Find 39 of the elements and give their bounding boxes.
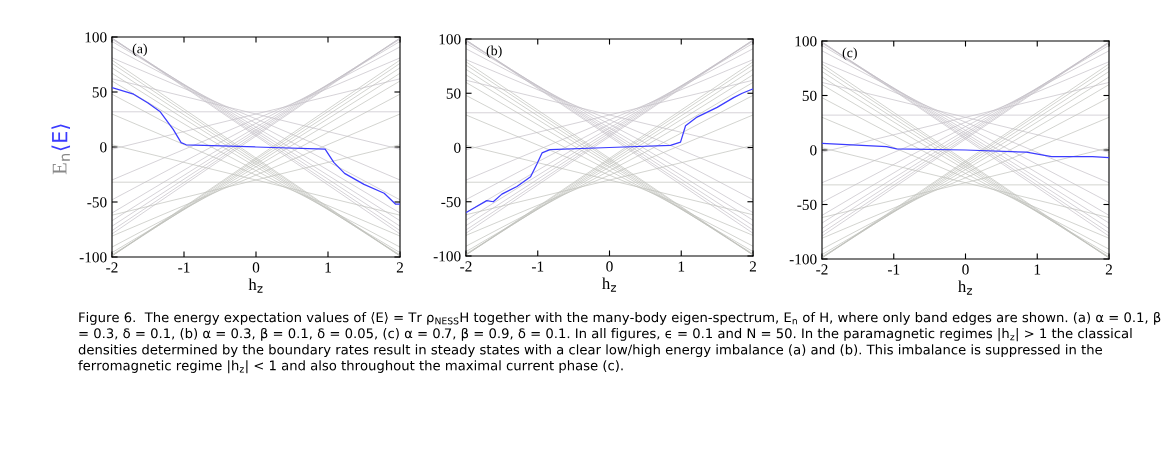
y-tick-label: -100 (789, 254, 817, 265)
y-tick-label: 0 (454, 142, 461, 153)
x-tick-label: -2 (816, 264, 828, 275)
x-tick-label: 2 (1105, 264, 1112, 275)
y-tick-label: 0 (100, 142, 107, 153)
y-tick-label: 50 (802, 90, 817, 101)
y-tick-label: -50 (87, 197, 107, 208)
y-tick-label: 50 (92, 87, 107, 98)
x-tick-label: 2 (396, 262, 403, 273)
annotation: (b) (486, 45, 502, 59)
x-tick-label: 0 (606, 261, 613, 272)
y-tick-label: 100 (439, 34, 461, 45)
x-axis-title: h$_{z}$ (958, 280, 973, 295)
text: ⟨E⟩ (51, 124, 71, 151)
x-tick-label: -1 (887, 264, 900, 275)
x-tick-label: -2 (106, 262, 118, 273)
x-tick-label: 1 (678, 261, 685, 272)
x-tick-label: 0 (962, 264, 969, 275)
x-tick-label: -2 (460, 261, 472, 272)
annotation: (a) (132, 43, 147, 57)
y-tick-label: -50 (441, 196, 461, 208)
y-tick-label: -50 (797, 199, 817, 210)
y-tick-label: 100 (85, 32, 107, 43)
x-tick-label: 0 (252, 262, 260, 273)
y-tick-label: -100 (79, 252, 107, 263)
annotation: (c) (842, 47, 857, 61)
y-tick-label: -100 (433, 251, 461, 262)
x-tick-label: -1 (531, 261, 544, 272)
text: Figure 6. The energy expectation values of ⟨E⟩ = Tr ρ$_{NESS}$H together with the many-body eigen-spectrum, E$_{n}$ of H, where only band edges are shown. (a) α = 0.1, β = 0.3, δ = 0.1, (b) α = 0.3, β = 0.1, δ = 0.05, (c) α = 0.7, β = 0.9, δ = 0.1. In all figures, ϵ = 0.1 and N = 50. In the paramagnetic regimes |h$_{z}$| > 1 the classical densities determined by the boundary rates result in steady states with a clear low/high energy imbalance (a) and (b). This imbalance is suppressed in the ferromagnetic regime |h$_{z}$| < 1 and also throughout the maximal current phase (c). (78, 312, 1161, 374)
x-tick-label: 2 (749, 261, 756, 272)
x-tick-label: -1 (178, 262, 190, 273)
x-axis-title: h$_{z}$ (248, 278, 263, 293)
x-tick-label: 1 (325, 262, 331, 273)
y-tick-label: 50 (446, 88, 461, 99)
x-tick-label: 1 (1034, 264, 1041, 275)
x-axis-title: h$_{z}$ (602, 277, 617, 292)
y-tick-label: 100 (795, 36, 817, 47)
y-tick-label: 0 (810, 145, 817, 156)
y-axis-title: E$_{n}$ (52, 153, 70, 175)
